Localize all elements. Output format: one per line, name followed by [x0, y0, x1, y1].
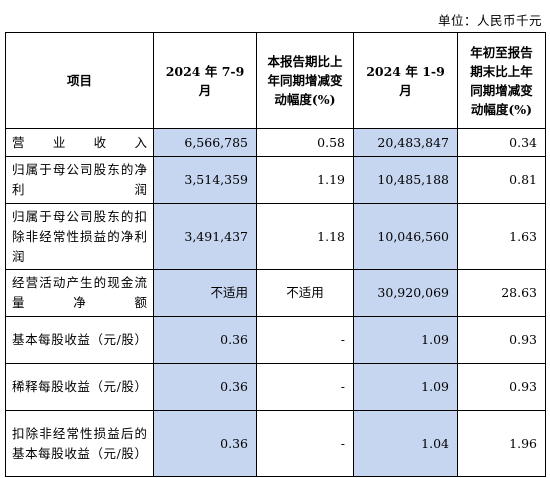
table-row: 稀释每股收益（元/股） 0.36 - 1.09 0.93: [5, 363, 546, 411]
cell-q3-change: -: [256, 316, 354, 364]
cell-ytd: 20,483,847: [353, 128, 458, 157]
cell-q3: 不适用: [153, 269, 257, 317]
cell-ytd: 1.04: [353, 410, 458, 477]
row-label: 稀释每股收益（元/股）: [5, 363, 154, 411]
cell-q3: 6,566,785: [153, 128, 257, 157]
cell-ytd-change: 28.63: [457, 269, 546, 317]
cell-q3: 3,514,359: [153, 156, 257, 204]
row-label: 基本每股收益（元/股）: [5, 316, 154, 364]
cell-q3-change: -: [256, 410, 354, 477]
header-item: 项目: [5, 32, 154, 129]
row-label: 营业收入: [5, 128, 154, 157]
cell-q3-change: 不适用: [256, 269, 354, 317]
header-q3: 2024 年 7-9 月: [153, 32, 257, 129]
cell-ytd-change: 0.93: [457, 316, 546, 364]
table-row: 归属于母公司股东的净利润 3,514,359 1.19 10,485,188 0…: [5, 156, 546, 204]
unit-label: 单位：人民币千元: [437, 13, 542, 28]
cell-ytd: 30,920,069: [353, 269, 458, 317]
header-ytd: 2024 年 1-9 月: [353, 32, 458, 129]
table-row: 归属于母公司股东的扣除非经常性损益的净利润 3,491,437 1.18 10,…: [5, 203, 546, 270]
row-label: 扣除非经常性损益后的基本每股收益（元/股）: [5, 410, 154, 477]
table-row: 基本每股收益（元/股） 0.36 - 1.09 0.93: [5, 316, 546, 364]
cell-ytd: 1.09: [353, 316, 458, 364]
cell-q3-change: -: [256, 363, 354, 411]
cell-ytd-change: 0.81: [457, 156, 546, 204]
cell-q3: 0.36: [153, 410, 257, 477]
header-ytd-change: 年初至报告期末比上年同期增减变动幅度(%): [457, 32, 546, 129]
header-q3-change: 本报告期比上年同期增减变动幅度(%): [256, 32, 354, 129]
cell-q3-change: 0.58: [256, 128, 354, 157]
cell-q3-change: 1.18: [256, 203, 354, 270]
cell-q3: 0.36: [153, 363, 257, 411]
financial-table: 项目 2024 年 7-9 月 本报告期比上年同期增减变动幅度(%) 2024 …: [5, 32, 546, 477]
cell-ytd: 10,046,560: [353, 203, 458, 270]
table-row: 经营活动产生的现金流量净额 不适用 不适用 30,920,069 28.63: [5, 269, 546, 317]
cell-ytd: 10,485,188: [353, 156, 458, 204]
cell-ytd: 1.09: [353, 363, 458, 411]
table-row: 营业收入 6,566,785 0.58 20,483,847 0.34: [5, 128, 546, 157]
row-label: 经营活动产生的现金流量净额: [5, 269, 154, 317]
cell-ytd-change: 1.96: [457, 410, 546, 477]
cell-q3: 0.36: [153, 316, 257, 364]
header-row: 项目 2024 年 7-9 月 本报告期比上年同期增减变动幅度(%) 2024 …: [5, 32, 546, 129]
cell-ytd-change: 1.63: [457, 203, 546, 270]
table-row: 扣除非经常性损益后的基本每股收益（元/股） 0.36 - 1.04 1.96: [5, 410, 546, 477]
cell-ytd-change: 0.93: [457, 363, 546, 411]
cell-q3: 3,491,437: [153, 203, 257, 270]
cell-ytd-change: 0.34: [457, 128, 546, 157]
cell-q3-change: 1.19: [256, 156, 354, 204]
row-label: 归属于母公司股东的净利润: [5, 156, 154, 204]
row-label: 归属于母公司股东的扣除非经常性损益的净利润: [5, 203, 154, 270]
